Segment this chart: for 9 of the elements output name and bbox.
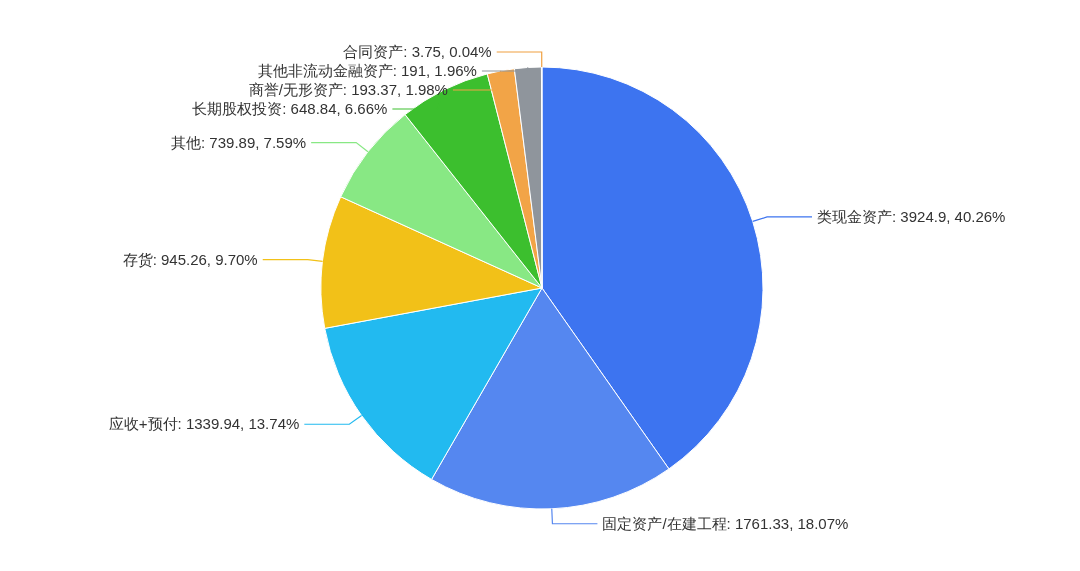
slice-label: 其他: 739.89, 7.59%	[171, 133, 307, 151]
slice-label: 类现金资产: 3924.9, 40.26%	[817, 207, 1006, 225]
slice-label: 其他非流动金融资产: 191, 1.96%	[257, 62, 477, 79]
slice-label: 合同资产: 3.75, 0.04%	[343, 43, 492, 60]
slice-label: 固定资产/在建工程: 1761.33, 18.07%	[602, 514, 849, 532]
slice-label: 存货: 945.26, 9.70%	[122, 250, 258, 268]
legend-label: 商誉/无形资产: 193.37, 1.98%	[248, 81, 448, 98]
slice-label: 应收+预付: 1339.94, 13.74%	[108, 415, 300, 433]
slice-label: 长期股权投资: 648.84, 6.66%	[192, 100, 388, 117]
